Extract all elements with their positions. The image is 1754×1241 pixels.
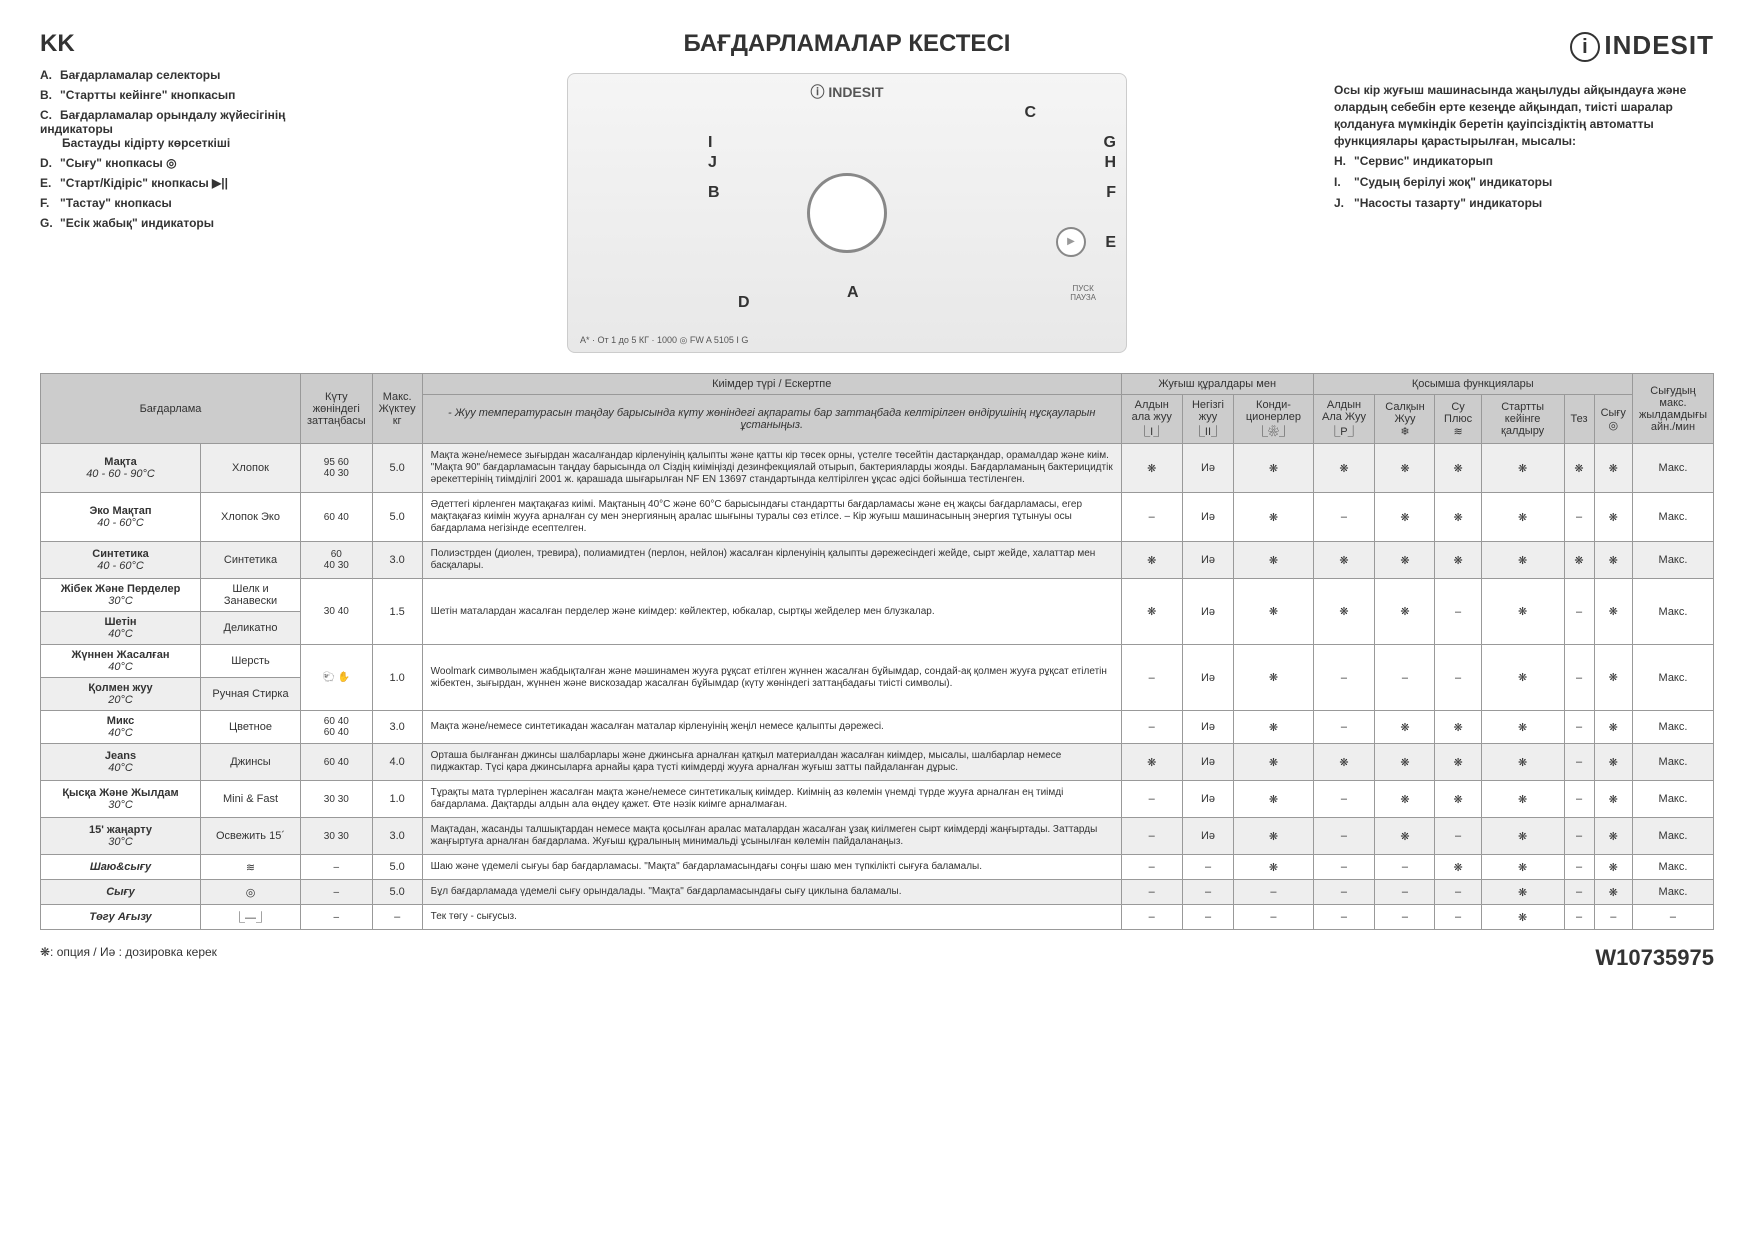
control-panel-diagram: ⓘ INDESIT C G H F E A B D I J ▶ ПУСКПАУЗ… [567, 73, 1127, 353]
table-row: Төгу Ағызу⎿—⏌––Тек төгу - сығусыз.––––––… [41, 905, 1714, 930]
table-row: Jeans40°CДжинсы60 404.0Орташа былғанған … [41, 744, 1714, 781]
legend-item: G."Есік жабық" индикаторы [40, 216, 360, 230]
legend-item: D."Сығу" кнопкасы ◎ [40, 156, 360, 170]
legend-item: B."Стартты кейінге" кнопкасып [40, 88, 360, 102]
lang-label: KK [40, 30, 360, 58]
footnote: ❋: опция / Иә : дозировка керек [40, 945, 217, 971]
legend-item: J."Насосты тазарту" индикаторы [1334, 195, 1714, 212]
table-row: Шаю&сығу≋–5.0Шаю және үдемелі сығуы бар … [41, 855, 1714, 880]
legend-item: H."Сервис" индикаторып [1334, 153, 1714, 170]
doc-number: W10735975 [1595, 945, 1714, 971]
table-row: Жібек Және Перделер30°CШелк и Занавески3… [41, 579, 1714, 612]
table-row: Мақта40 - 60 - 90°CХлопок95 60 40 305.0М… [41, 444, 1714, 493]
table-row: Сығу◎–5.0Бұл бағдарламада үдемелі сығу о… [41, 880, 1714, 905]
table-row: Жүннен Жасалған40°CШерсть🐑 ✋1.0Woolmark … [41, 645, 1714, 678]
legend-item: A.Бағдарламалар селекторы [40, 68, 360, 82]
legend-left: A.Бағдарламалар селекторы B."Стартты кейі… [40, 68, 360, 230]
programs-table: Бағдарлама Күту жөніндегі заттаңбасы Мак… [40, 373, 1714, 930]
legend-item: E."Старт/Кідіріс" кнопкасы ▶|| [40, 176, 360, 190]
table-row: Эко Мақтап40 - 60°CХлопок Эко60 405.0Әде… [41, 493, 1714, 542]
table-row: Қысқа Және Жылдам30°CMini & Fast30 301.0… [41, 781, 1714, 818]
main-title: БАҒДАРЛАМАЛАР КЕСТЕСІ [360, 30, 1334, 58]
table-row: Синтетика40 - 60°CСинтетика60 40 303.0По… [41, 542, 1714, 579]
legend-item: I."Судың берілуі жоқ" индикаторы [1334, 174, 1714, 191]
brand-logo: iINDESIT [1334, 30, 1714, 62]
table-row: 15' жаңарту30°CОсвежить 15´30 303.0Мақта… [41, 818, 1714, 855]
legend-item: F."Тастау" кнопкасы [40, 196, 360, 210]
table-row: Микс40°CЦветное60 40 60 403.0Мақта және/… [41, 711, 1714, 744]
legend-item: C.Бағдарламалар орындалу жүйесігінің инд… [40, 108, 360, 150]
right-intro: Осы кір жуғыш машинасында жаңылуды айқын… [1334, 82, 1714, 149]
